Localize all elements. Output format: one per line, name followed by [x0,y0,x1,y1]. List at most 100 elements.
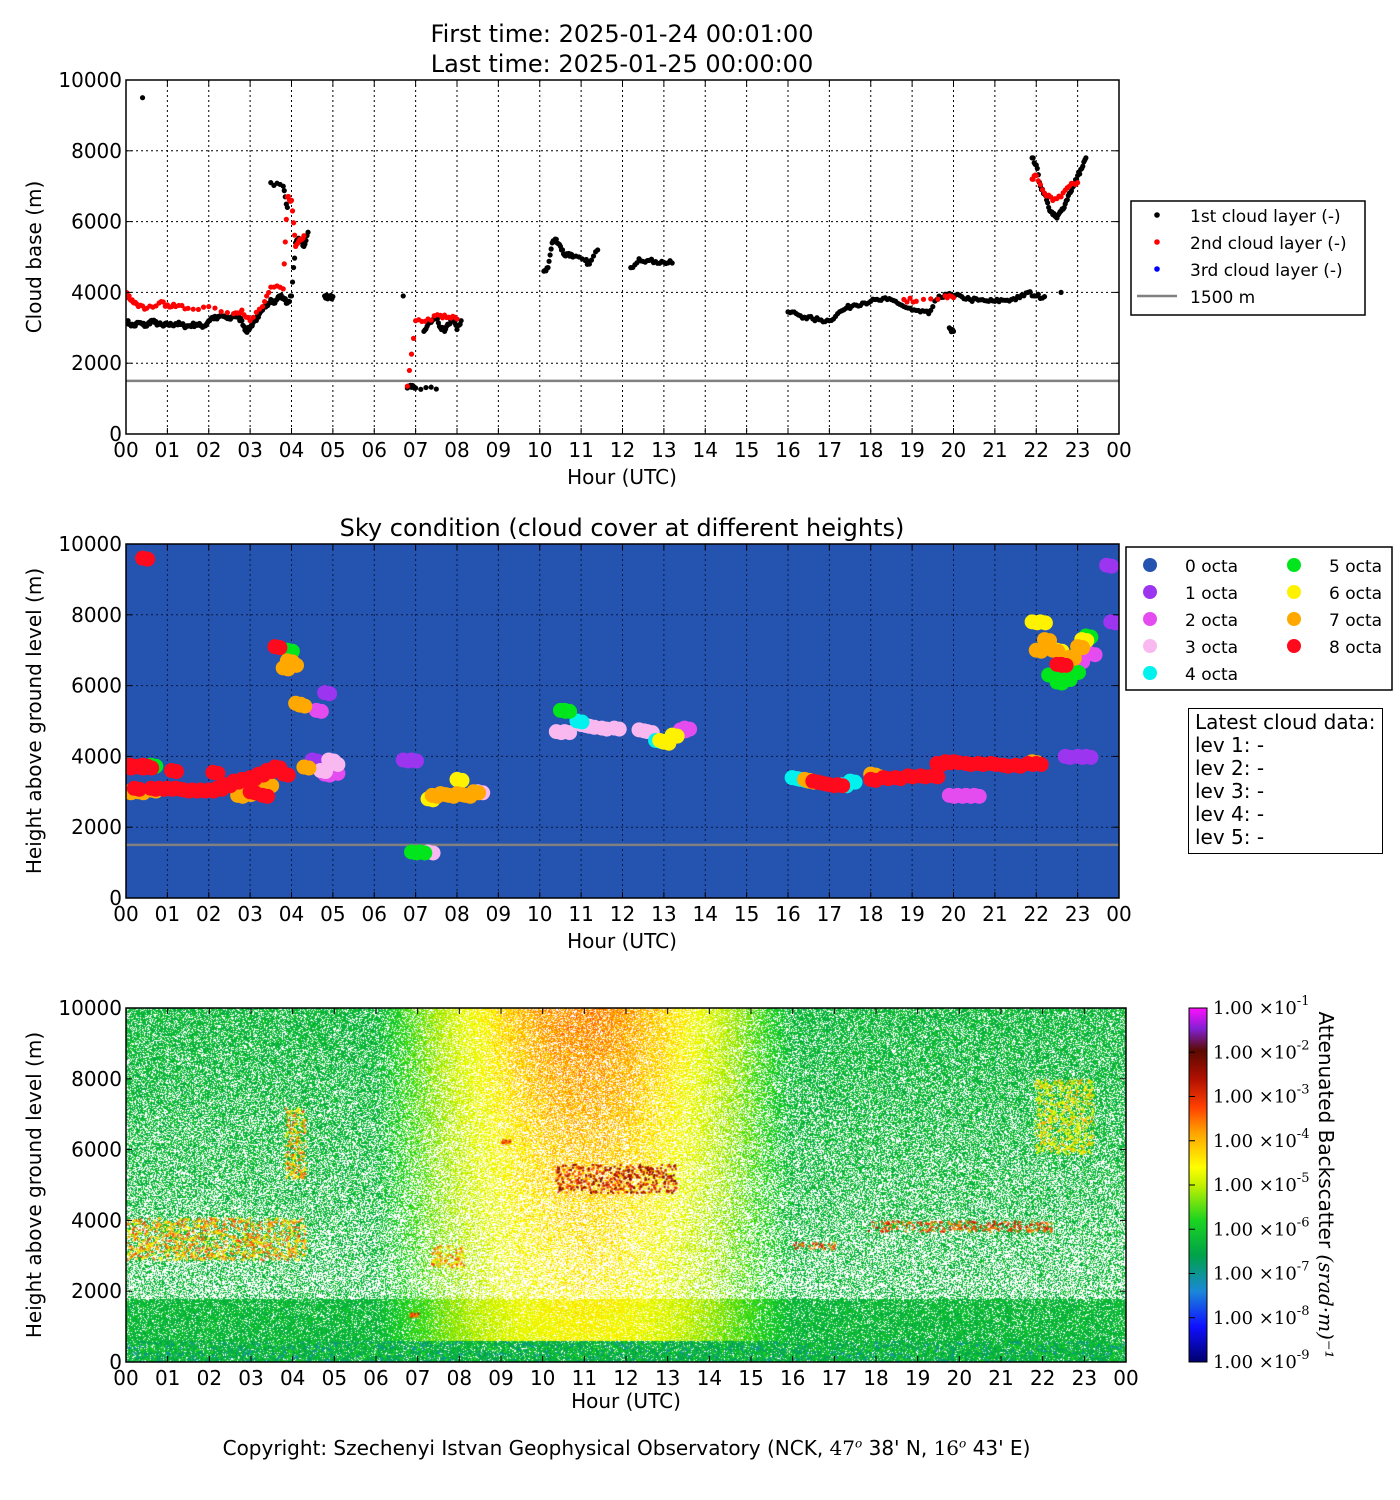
cloud-base-point-layer-1 [1027,289,1033,295]
cloud-base-point-layer-1 [1058,289,1064,295]
colorbar-tick-mantissa: 1.00 ×10 [1213,1352,1297,1373]
x-tick-label: 02 [197,1366,222,1390]
latest-cloud-data-line: lev 2: - [1195,756,1265,780]
cloud-base-point-layer-2 [428,317,434,323]
cloud-base-point-layer-2 [259,303,266,310]
x-tick-label: 19 [899,902,924,926]
x-tick-label: 05 [320,438,345,462]
x-tick-label: 02 [196,902,221,926]
legend-label-layer-1: 1st cloud layer (-) [1190,207,1341,227]
x-tick-label: 17 [817,902,842,926]
y-tick-label: 8000 [71,603,122,627]
colorbar-tick-exponent: -6 [1297,1215,1310,1230]
x-tick-label: 00 [113,438,138,462]
backscatter-heatmap-image [126,1008,1126,1362]
x-tick-label: 03 [237,438,262,462]
cloud-base-point-layer-1 [423,384,429,391]
colorbar-tick-mantissa: 1.00 ×10 [1213,1308,1297,1329]
octa-1-point [322,686,338,702]
cloud-base-point-layer-2 [288,197,295,203]
cloud-base-point-layer-1 [292,255,298,261]
x-tick-label: 01 [155,438,180,462]
cloud-base-point-layer-1 [588,257,595,263]
cloud-base-point-layer-2 [301,233,307,239]
x-tick-label: 11 [568,438,593,462]
legend-label-octa-3: 3 octa [1185,638,1238,658]
octa-5-point [562,703,578,719]
x-tick-label: 18 [858,902,883,926]
y-tick-label: 2000 [71,351,122,375]
x-tick-label: 10 [530,1366,555,1390]
cloud-base-point-layer-2 [250,314,256,320]
x-tick-label: 05 [322,1366,347,1390]
cloud-base-point-layer-2 [281,261,287,267]
legend-label-octa-8: 8 octa [1329,638,1382,658]
x-tick-label: 00 [113,902,138,926]
cloud-base-point-layer-1 [545,265,551,271]
octa-7-point [289,657,304,673]
y-tick-label: 8000 [71,139,122,163]
x-tick-label: 18 [858,438,883,462]
chart-title-line-1: First time: 2025-01-24 00:01:00 [431,20,814,48]
x-tick-label: 22 [1030,1366,1055,1390]
legend-marker-layer-1 [1154,212,1160,218]
colorbar-tick-mantissa: 1.00 ×10 [1213,998,1297,1019]
y-axis-ticks: 0 2000 4000 6000 8000 10000 [58,68,1119,446]
legend: 0 octa 1 octa 2 octa 3 octa 4 octa 5 octa 6 oc… [1125,546,1393,691]
colorbar-tick-exponent: -4 [1297,1127,1310,1142]
cloud-base-point-layer-1 [400,293,406,299]
latest-cloud-data-line: lev 4: - [1195,802,1265,826]
octa-1-point [408,753,424,769]
legend-label-layer-3: 3rd cloud layer (-) [1190,261,1343,281]
legend-marker-layer-3 [1154,266,1160,272]
latest-cloud-data-line: lev 5: - [1195,825,1265,849]
x-tick-label: 16 [775,438,800,462]
longitude-degrees: 16 [933,1436,960,1460]
backscatter-panel: 00 01 02 03 04 05 06 07 08 09 10 11 12 13 14 15 16 17 18 19… [22,994,1338,1413]
octa-7-point [297,698,313,714]
y-tick-label: 10000 [58,68,122,92]
legend-label-octa-2: 2 octa [1185,611,1238,631]
legend-marker-octa-4 [1143,666,1157,680]
x-tick-label: 15 [734,438,759,462]
x-tick-label: 14 [697,1366,722,1390]
y-axis-ticks: 0 2000 4000 6000 8000 10000 [58,532,1119,910]
latitude-degrees: 47 [829,1436,855,1460]
x-axis-label: Hour (UTC) [567,929,677,953]
octa-8-point [131,781,147,797]
colorbar-tick-exponent: -3 [1297,1083,1310,1098]
y-tick-label: 4000 [71,744,122,768]
cloud-base-point-layer-2 [224,310,230,316]
x-tick-label: 07 [403,438,428,462]
longitude-degree-sign: o [959,1436,967,1451]
octa-6-point [669,728,685,744]
octa-2-point [682,721,698,737]
x-tick-label: 11 [568,902,593,926]
cloud-base-point-layer-2 [247,318,253,324]
y-tick-label: 6000 [71,674,122,698]
cloud-base-point-layer-2 [289,208,296,214]
octa-7-point [1033,643,1049,659]
colorbar-tick-exponent: -2 [1297,1038,1310,1053]
cloud-base-point-layer-2 [160,299,166,305]
y-axis-label: Cloud base (m) [22,181,46,334]
latitude-rest: 38' N, [862,1436,934,1460]
x-tick-label: 15 [738,1366,763,1390]
x-tick-label: 18 [863,1366,888,1390]
x-tick-label: 21 [988,1366,1013,1390]
legend-label-octa-7: 7 octa [1329,611,1382,631]
x-tick-label: 01 [155,1366,180,1390]
cloud-base-point-layer-2 [913,298,919,304]
x-tick-label: 00 [113,1366,138,1390]
x-tick-label: 16 [775,902,800,926]
x-tick-label: 09 [486,902,511,926]
cloud-base-point-layer-2 [280,286,286,292]
x-tick-label: 01 [155,902,180,926]
y-axis-ticks: 0 2000 4000 6000 8000 10000 [58,996,1126,1374]
x-tick-label: 06 [362,902,387,926]
x-tick-label: 00 [1106,902,1131,926]
octa-2-point [971,788,987,804]
y-tick-label: 10000 [58,996,122,1020]
octa-7-point [471,785,487,801]
